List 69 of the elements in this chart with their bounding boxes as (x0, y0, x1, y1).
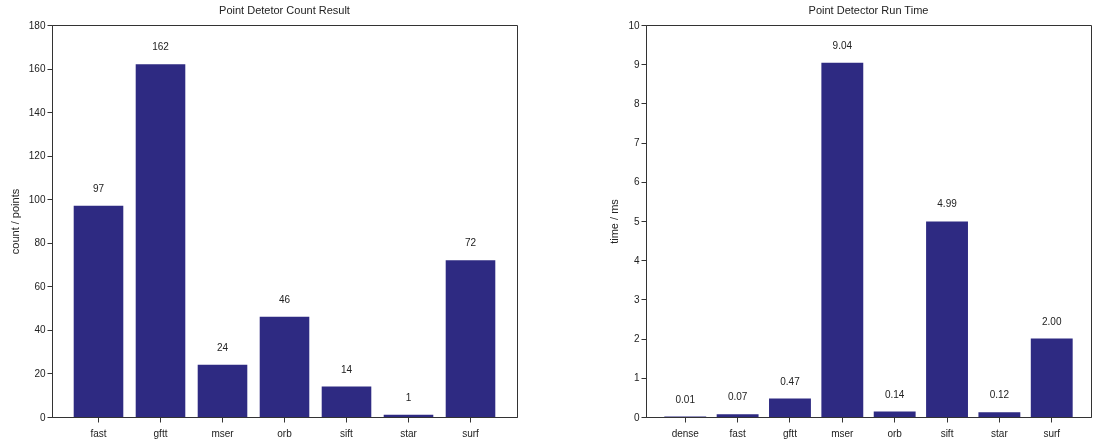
y-tick-label: 120 (28, 150, 46, 162)
y-tick-label: 40 (34, 324, 46, 336)
y-tick-label: 8 (633, 97, 640, 109)
data-label: 97 (92, 182, 105, 194)
bar (926, 221, 968, 417)
y-tick-label: 80 (34, 237, 46, 249)
bar (197, 364, 248, 417)
y-tick-label: 6 (633, 176, 640, 188)
y-tick-label: 0 (633, 411, 640, 423)
y-tick-label: 0 (39, 411, 46, 423)
bar (1030, 338, 1073, 417)
y-axis-title: count / points (8, 188, 21, 255)
y-tick-label: 4 (633, 254, 640, 266)
x-tick-label: sift (940, 427, 954, 439)
x-tick-label: dense (671, 427, 700, 439)
x-tick-label: star (991, 427, 1009, 439)
data-label: 2.00 (1042, 315, 1062, 327)
bar (259, 316, 310, 417)
data-label: 0.47 (780, 375, 801, 387)
data-label: 0.12 (989, 389, 1010, 401)
data-label: 72 (464, 237, 477, 249)
y-tick-label: 5 (633, 215, 640, 227)
chart-title: Point Detector Run Time (808, 4, 929, 16)
y-tick-label: 60 (34, 280, 46, 292)
data-label: 0.07 (727, 391, 748, 403)
x-tick-label: surf (462, 427, 480, 439)
y-tick-label: 10 (628, 19, 640, 31)
bar (135, 64, 186, 417)
x-tick-label: sift (340, 427, 354, 439)
bar (716, 414, 759, 417)
x-tick-label: gftt (153, 427, 168, 439)
chart-title: Point Detetor Count Result (219, 4, 350, 16)
bar (321, 386, 372, 417)
x-tick-label: gftt (783, 427, 798, 439)
y-tick-label: 140 (28, 106, 46, 118)
data-label: 4.99 (937, 198, 958, 210)
x-tick-label: mser (211, 427, 235, 439)
data-label: 0.14 (884, 388, 905, 400)
x-tick-label: fast (729, 427, 746, 439)
x-tick-label: surf (1043, 427, 1061, 439)
bar (73, 205, 124, 417)
data-label: 9.04 (832, 39, 853, 51)
data-label: 1 (405, 391, 412, 403)
y-tick-label: 9 (633, 58, 640, 70)
y-tick-label: 3 (633, 293, 640, 305)
bar (873, 411, 916, 417)
x-tick-label: fast (90, 427, 107, 439)
bar (821, 62, 864, 417)
y-tick-label: 160 (28, 63, 46, 75)
x-tick-label: star (400, 427, 418, 439)
x-tick-label: orb (887, 427, 903, 439)
data-label: 0.01 (675, 393, 696, 405)
y-tick-label: 100 (28, 193, 46, 205)
bar (383, 414, 434, 417)
y-tick-label: 7 (633, 137, 640, 149)
y-tick-label: 2 (633, 333, 640, 345)
data-label: 14 (340, 363, 353, 375)
data-label: 46 (278, 293, 291, 305)
y-tick-label: 20 (34, 367, 46, 379)
y-axis-title: time / ms (608, 198, 621, 244)
bar (769, 398, 811, 417)
bar (978, 412, 1021, 417)
x-tick-label: orb (277, 427, 293, 439)
bar (445, 260, 496, 417)
x-tick-label: mser (831, 427, 855, 439)
y-tick-label: 1 (633, 372, 640, 384)
data-label: 162 (152, 41, 170, 53)
data-label: 24 (216, 341, 229, 353)
y-tick-label: 180 (28, 19, 46, 31)
